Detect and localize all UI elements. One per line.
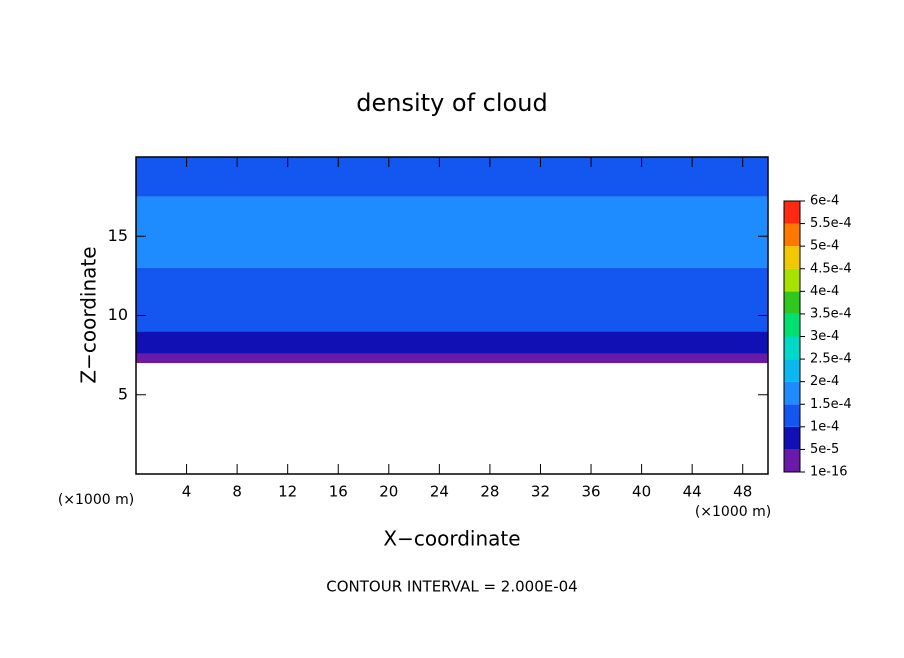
x-tick-label: 16 xyxy=(329,483,348,501)
colorbar-label: 2.5e-4 xyxy=(810,352,852,367)
x-unit: (×1000 m) xyxy=(695,504,771,520)
colorbar-label: 5e-4 xyxy=(810,239,839,254)
colorbar-swatch xyxy=(784,426,800,450)
colorbar-swatch xyxy=(784,336,800,360)
colorbar-swatch xyxy=(784,359,800,382)
contour-band xyxy=(136,196,768,268)
colorbar-label: 3e-4 xyxy=(810,329,839,344)
colorbar-swatch xyxy=(784,291,800,314)
colorbar-swatch xyxy=(784,268,800,292)
colorbar-label: 4.5e-4 xyxy=(810,261,852,276)
contour-band xyxy=(136,267,768,332)
colorbar-label: 5e-5 xyxy=(810,442,839,457)
colorbar-label: 1.5e-4 xyxy=(810,397,852,412)
colorbar-swatch xyxy=(784,223,800,247)
y-tick-label: 5 xyxy=(118,384,128,403)
colorbar-swatch xyxy=(784,313,800,337)
x-tick-label: 4 xyxy=(182,483,192,501)
x-tick-label: 32 xyxy=(531,483,550,501)
x-axis-label: X−coordinate xyxy=(383,527,520,551)
footer: CONTOUR INTERVAL = 2.000E-04 xyxy=(326,578,577,596)
colorbar-swatch xyxy=(784,381,800,405)
y-tick-label: 15 xyxy=(108,226,128,245)
x-tick-label: 12 xyxy=(278,483,297,501)
x-tick-label: 36 xyxy=(581,483,600,501)
contour-band xyxy=(136,353,768,364)
x-tick-label: 44 xyxy=(683,483,702,501)
colorbar-label: 1e-4 xyxy=(810,419,839,434)
x-tick-label: 24 xyxy=(430,483,449,501)
colorbar-label: 5.5e-4 xyxy=(810,216,852,231)
colorbar-label: 1e-16 xyxy=(810,465,848,480)
x-tick-label: 20 xyxy=(379,483,398,501)
y-tick-label: 10 xyxy=(108,305,128,324)
colorbar-label: 4e-4 xyxy=(810,284,839,299)
colorbar-swatch xyxy=(784,201,800,224)
contour-band xyxy=(136,331,768,354)
colorbar-swatch xyxy=(784,449,800,472)
x-tick-label: 8 xyxy=(232,483,242,501)
contour-band xyxy=(136,157,768,197)
colorbar-swatch xyxy=(784,246,800,269)
x-tick-label: 40 xyxy=(632,483,651,501)
y-unit: (×1000 m) xyxy=(58,492,134,508)
y-axis-label: Z−coordinate xyxy=(77,246,101,383)
chart-title: density of cloud xyxy=(356,89,547,117)
x-tick-label: 48 xyxy=(733,483,752,501)
colorbar-swatch xyxy=(784,404,800,427)
colorbar-label: 6e-4 xyxy=(810,194,839,209)
x-tick-label: 28 xyxy=(480,483,499,501)
colorbar-label: 3.5e-4 xyxy=(810,306,852,321)
colorbar-label: 2e-4 xyxy=(810,374,839,389)
